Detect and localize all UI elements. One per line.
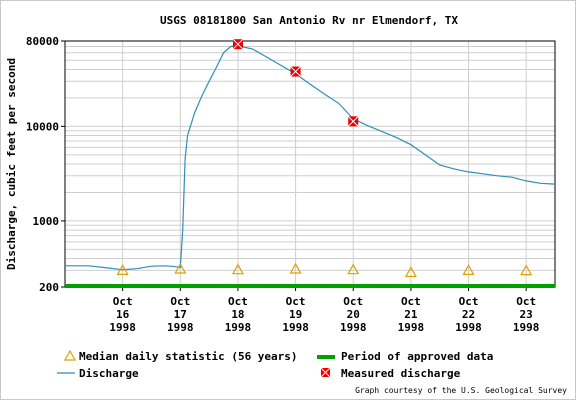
median-marker: [116, 264, 129, 275]
median-marker: [289, 262, 302, 274]
measured-marker: [290, 66, 301, 77]
legend-median-icon: [63, 349, 77, 361]
legend-median-label: Median daily statistic (56 years): [79, 350, 298, 363]
x-tick-label: 22: [462, 308, 475, 321]
x-tick-label: 1998: [225, 321, 252, 334]
x-tick-label: 1998: [167, 321, 194, 334]
discharge-series: [65, 45, 556, 271]
x-tick-label: 1998: [398, 321, 425, 334]
chart-title: USGS 08181800 San Antonio Rv nr Elmendor…: [160, 14, 458, 27]
x-tick-label: 1998: [455, 321, 482, 334]
grid: [65, 41, 555, 287]
x-tick-label: 20: [347, 308, 360, 321]
x-tick-label: Oct: [401, 295, 421, 308]
y-axis: 200 1000 10000 80000: [26, 35, 65, 294]
x-tick-label: 1998: [513, 321, 540, 334]
median-marker: [404, 266, 417, 278]
median-marker: [462, 264, 475, 275]
x-tick-label: Oct: [459, 295, 479, 308]
x-axis: Oct161998Oct171998Oct181998Oct191998Oct2…: [109, 287, 539, 334]
x-tick-label: Oct: [228, 295, 248, 308]
discharge-line: [65, 45, 556, 271]
x-tick-label: Oct: [343, 295, 363, 308]
x-tick-label: 1998: [109, 321, 136, 334]
y-axis-label: Discharge, cubic feet per second: [5, 58, 18, 270]
legend-approved-label: Period of approved data: [341, 350, 493, 363]
measured-markers: [232, 38, 359, 127]
measured-marker: [347, 116, 359, 127]
x-tick-label: Oct: [516, 295, 536, 308]
median-marker: [520, 264, 533, 276]
x-tick-label: Oct: [286, 295, 306, 308]
median-marker: [174, 262, 187, 274]
median-marker: [347, 263, 360, 275]
x-tick-label: 16: [116, 308, 130, 321]
median-markers: [116, 262, 533, 278]
legend: Median daily statistic (56 years) Period…: [57, 349, 567, 395]
legend-discharge-label: Discharge: [79, 367, 139, 380]
y-tick-label: 200: [39, 281, 59, 294]
legend-measured-label: Measured discharge: [341, 367, 461, 380]
median-marker: [231, 263, 244, 275]
x-tick-label: Oct: [113, 295, 133, 308]
legend-measured-icon: [320, 367, 331, 378]
x-tick-label: 1998: [340, 321, 367, 334]
x-tick-label: 19: [289, 308, 302, 321]
y-tick-label: 10000: [26, 120, 59, 133]
y-tick-label: 1000: [33, 215, 60, 228]
x-tick-label: 18: [231, 308, 244, 321]
measured-marker: [232, 38, 244, 50]
credit-text: Graph courtesy of the U.S. Geological Su…: [355, 386, 567, 395]
x-tick-label: Oct: [170, 295, 190, 308]
y-tick-label: 80000: [26, 35, 59, 48]
x-tick-label: 1998: [282, 321, 309, 334]
x-tick-label: 23: [520, 308, 533, 321]
x-tick-label: 21: [404, 308, 418, 321]
x-tick-label: 17: [174, 308, 187, 321]
